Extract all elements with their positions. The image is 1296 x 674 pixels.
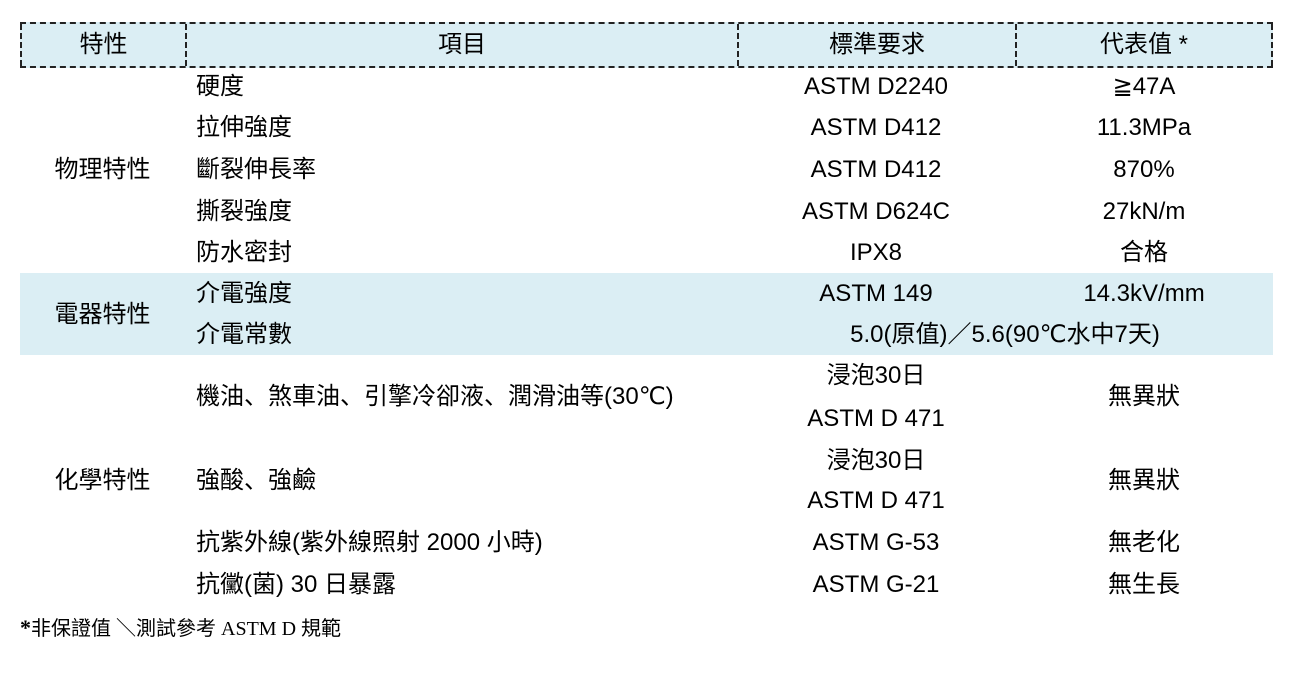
item: 介電常數 bbox=[196, 321, 292, 348]
value: 無老化 bbox=[1108, 529, 1180, 556]
electrical-band bbox=[20, 273, 1273, 355]
value: 870% bbox=[1113, 156, 1175, 183]
category-chemical: 化學特性 bbox=[54, 467, 151, 494]
header-characteristic: 特性 bbox=[20, 24, 185, 66]
item: 強酸、強鹼 bbox=[196, 467, 316, 494]
footnote-star: * bbox=[20, 615, 31, 640]
standard-line2: ASTM D 471 bbox=[807, 487, 945, 514]
standard: ASTM 149 bbox=[819, 280, 933, 307]
item: 介電強度 bbox=[196, 280, 292, 307]
item: 抗黴(菌) 30 日暴露 bbox=[196, 571, 397, 598]
standard: ASTM D412 bbox=[810, 156, 942, 183]
standard-line1: 浸泡30日 bbox=[826, 362, 926, 389]
standard: ASTM D412 bbox=[810, 114, 942, 141]
value: 11.3MPa bbox=[1096, 114, 1192, 141]
header-item: 項目 bbox=[185, 24, 737, 66]
value: 14.3kV/mm bbox=[1083, 280, 1205, 307]
value: ≧47A bbox=[1112, 73, 1176, 100]
header-value: 代表值 * bbox=[1015, 24, 1273, 66]
standard: ASTM G-53 bbox=[812, 529, 940, 556]
value: 無異狀 bbox=[1108, 467, 1180, 494]
item: 斷裂伸長率 bbox=[196, 156, 316, 183]
table-header: 特性 項目 標準要求 代表值 * bbox=[20, 22, 1273, 68]
item: 抗紫外線(紫外線照射 2000 小時) bbox=[196, 529, 543, 556]
standard-line2: ASTM D 471 bbox=[807, 405, 945, 432]
standard: ASTM D624C bbox=[801, 198, 951, 225]
item: 撕裂強度 bbox=[196, 198, 292, 225]
standard-line1: 浸泡30日 bbox=[826, 447, 926, 474]
value: 無異狀 bbox=[1108, 383, 1180, 410]
footnote: *非保證值 ＼測試參考 ASTM D 規範 bbox=[20, 612, 341, 641]
standard: ASTM D2240 bbox=[803, 73, 949, 100]
item: 機油、煞車油、引擎冷卻液、潤滑油等(30℃) bbox=[196, 383, 674, 410]
standard: ASTM G-21 bbox=[812, 571, 940, 598]
value: 27kN/m bbox=[1102, 198, 1186, 225]
header-standard: 標準要求 bbox=[737, 24, 1015, 66]
footnote-text: 非保證值 ＼測試參考 ASTM D 規範 bbox=[31, 618, 342, 640]
item: 防水密封 bbox=[196, 239, 292, 266]
item: 拉伸強度 bbox=[196, 114, 292, 141]
category-physical: 物理特性 bbox=[54, 156, 151, 183]
value: 無生長 bbox=[1108, 571, 1180, 598]
standard: IPX8 bbox=[849, 239, 903, 266]
value: 合格 bbox=[1120, 239, 1168, 266]
merged-value: 5.0(原值)／5.6(90℃水中7天) bbox=[850, 321, 1160, 348]
category-electrical: 電器特性 bbox=[54, 301, 151, 328]
item: 硬度 bbox=[196, 73, 244, 100]
